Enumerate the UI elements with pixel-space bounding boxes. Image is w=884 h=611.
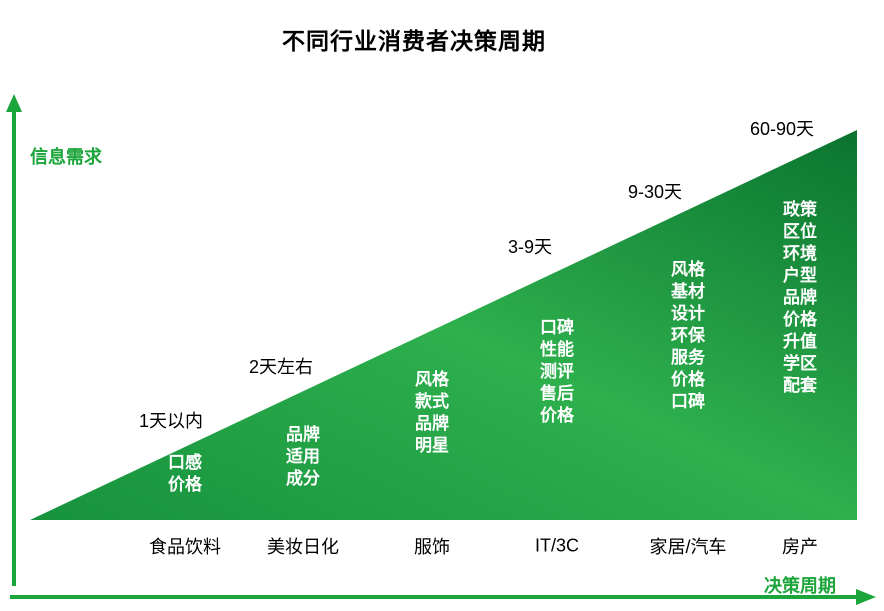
factor-item: 价格 [783,310,817,329]
factor-item: 政策 [783,200,817,219]
factor-item: 售后 [540,384,574,403]
category-label-2: 美妆日化 [267,537,339,557]
factor-item: 测评 [540,362,574,381]
factor-item: 成分 [286,469,320,488]
factor-item: 品牌 [286,425,320,444]
category-label-3: 服饰 [414,537,450,557]
factor-item: 区位 [783,222,817,241]
factor-item: 明星 [415,436,449,455]
factor-item: 配套 [783,376,817,395]
cycle-label-1: 1天以内 [138,411,204,431]
factor-item: 基材 [671,282,705,301]
x-axis-label: 决策周期 [764,576,836,596]
factor-item: 价格 [168,475,202,494]
y-axis-label: 信息需求 [30,147,102,167]
factor-column-3: 风格 款式 品牌 明星 [415,369,449,457]
cycle-label-4: 3-9天 [507,237,553,257]
category-label-5: 家居/汽车 [649,537,727,557]
factor-item: 性能 [540,340,574,359]
x-axis-arrow-icon [856,589,876,605]
y-axis [6,94,22,586]
factor-item: 品牌 [415,414,449,433]
category-label-4: IT/3C [534,535,580,556]
factor-column-6: 政策区位环境户型品牌价格升值学区配套 [783,199,817,397]
factor-item: 适用 [286,447,320,466]
category-label-1: 食品饮料 [149,537,221,557]
factor-column-5: 风格基材设计环保服务价格口碑 [671,259,705,413]
factor-item: 口感 [168,453,202,472]
factor-item: 口碑 [540,318,574,337]
cycle-label-6: 60-90天 [749,119,815,139]
chart-title: 不同行业消费者决策周期 [282,28,546,54]
factor-item: 服务 [671,348,705,367]
factor-column-4: 口碑性能测评售后价格 [540,317,574,427]
factor-item: 口碑 [671,392,705,411]
factor-item: 风格 [415,370,449,389]
factor-item: 款式 [415,392,449,411]
factor-item: 学区 [783,354,817,373]
factor-item: 环保 [671,326,705,345]
factor-item: 升值 [783,332,817,351]
cycle-label-5: 9-30天 [627,182,683,202]
x-axis [10,589,876,605]
factor-column-1: 口感 价格 [168,452,202,496]
y-axis-arrow-icon [6,94,22,112]
factor-column-2: 品牌 适用 成分 [286,424,320,490]
factor-item: 价格 [540,406,574,425]
factor-item: 环境 [783,244,817,263]
factor-item: 风格 [671,260,705,279]
decision-triangle [30,130,857,520]
factor-item: 设计 [671,304,705,323]
factor-item: 品牌 [783,288,817,307]
factor-item: 户型 [783,266,817,285]
factor-item: 价格 [671,370,705,389]
cycle-label-2: 2天左右 [248,357,314,377]
category-label-6: 房产 [782,537,818,557]
